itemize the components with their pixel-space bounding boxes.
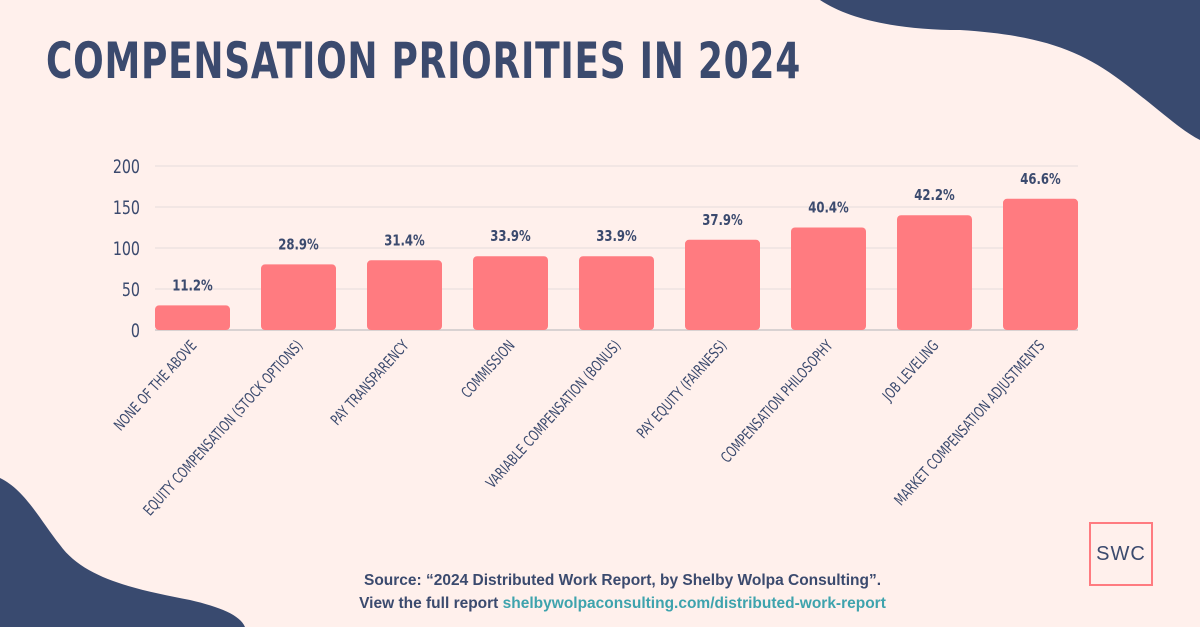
y-tick-label: 150 <box>113 196 140 219</box>
report-link[interactable]: shelbywolpaconsulting.com/distributed-wo… <box>502 595 886 612</box>
data-label: 33.9% <box>490 229 531 246</box>
bar <box>685 239 760 330</box>
data-label: 46.6% <box>1020 172 1061 189</box>
category-label: PAY TRANSPARENCY <box>328 338 413 430</box>
data-label: 31.4% <box>384 233 425 250</box>
y-tick-label: 100 <box>113 237 140 260</box>
category-label: NONE OF THE ABOVE <box>111 338 201 435</box>
data-label: 28.9% <box>278 237 319 254</box>
y-tick-label: 200 <box>113 155 140 178</box>
bar <box>791 227 866 330</box>
report-prefix: View the full report <box>359 595 503 612</box>
swc-logo: SWC <box>1089 522 1153 586</box>
page-title: COMPENSATION PRIORITIES IN 2024 <box>46 32 801 90</box>
category-label: PAY EQUITY (FAIRNESS) <box>634 338 731 443</box>
bar <box>473 256 548 330</box>
bar <box>261 264 336 330</box>
source-line: Source: “2024 Distributed Work Report, b… <box>363 572 882 589</box>
bottom-left-blob <box>0 478 245 627</box>
category-label: COMMISSION <box>458 338 518 402</box>
bar <box>579 256 654 330</box>
bar <box>367 260 442 330</box>
category-label: JOB LEVELING <box>879 338 943 406</box>
y-tick-label: 50 <box>122 278 140 301</box>
y-tick-label: 0 <box>131 319 140 342</box>
data-label: 11.2% <box>172 278 213 295</box>
report-line: View the full report shelbywolpaconsulti… <box>0 592 1200 615</box>
data-label: 42.2% <box>914 188 955 205</box>
top-right-blob <box>820 0 1200 140</box>
bar <box>1003 198 1078 330</box>
data-label: 37.9% <box>702 213 743 230</box>
bar <box>155 305 230 330</box>
bar <box>897 215 972 330</box>
category-label: COMPENSATION PHILOSOPHY <box>718 338 837 467</box>
data-label: 40.4% <box>808 200 849 217</box>
source-note: Source: “2024 Distributed Work Report, b… <box>0 569 1200 615</box>
data-label: 33.9% <box>596 229 637 246</box>
